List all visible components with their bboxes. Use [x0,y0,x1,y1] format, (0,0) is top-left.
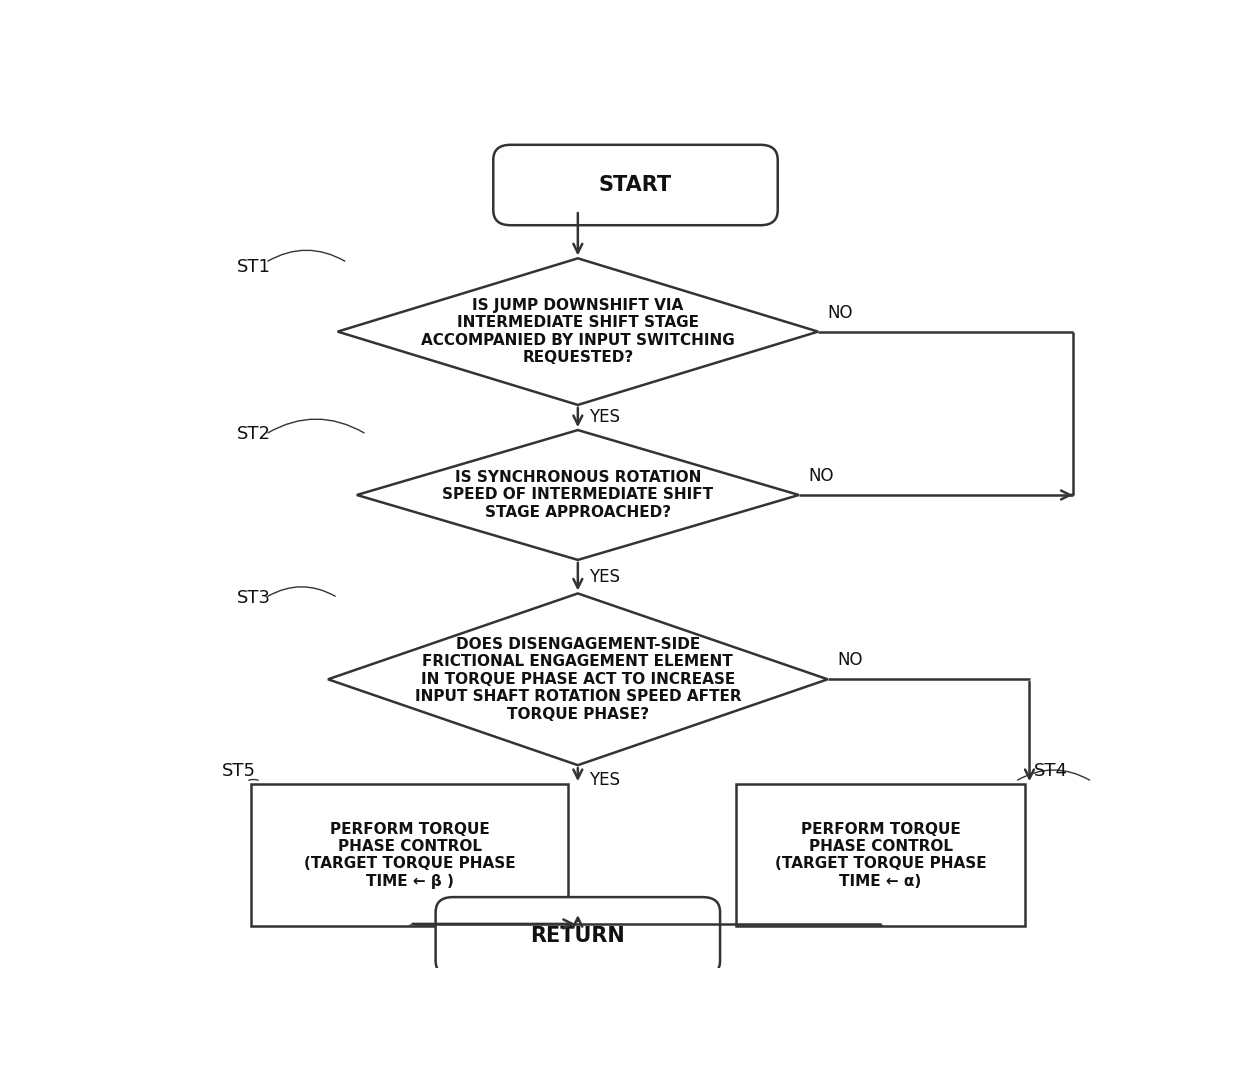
Bar [737,784,1024,927]
Polygon shape [337,258,818,405]
Text: NO: NO [828,304,853,322]
Text: ST1: ST1 [237,258,270,275]
Text: YES: YES [589,771,620,789]
Text: DOES DISENGAGEMENT-SIDE
FRICTIONAL ENGAGEMENT ELEMENT
IN TORQUE PHASE ACT TO INC: DOES DISENGAGEMENT-SIDE FRICTIONAL ENGAG… [414,636,742,721]
Text: NO: NO [808,467,835,485]
Text: NO: NO [837,652,863,669]
Text: IS SYNCHRONOUS ROTATION
SPEED OF INTERMEDIATE SHIFT
STAGE APPROACHED?: IS SYNCHRONOUS ROTATION SPEED OF INTERME… [443,470,713,520]
Text: ST4: ST4 [1034,762,1069,780]
Text: YES: YES [589,568,620,585]
Text: RETURN: RETURN [531,927,625,947]
Text: ST5: ST5 [222,762,257,780]
Bar [250,784,568,927]
Text: ST3: ST3 [237,589,270,607]
Polygon shape [327,593,828,765]
Text: IS JUMP DOWNSHIFT VIA
INTERMEDIATE SHIFT STAGE
ACCOMPANIED BY INPUT SWITCHING
RE: IS JUMP DOWNSHIFT VIA INTERMEDIATE SHIFT… [420,298,735,366]
FancyBboxPatch shape [494,145,777,225]
Text: ST2: ST2 [237,425,270,443]
Text: PERFORM TORQUE
PHASE CONTROL
(TARGET TORQUE PHASE
TIME ← α): PERFORM TORQUE PHASE CONTROL (TARGET TOR… [775,821,986,889]
Text: START: START [599,175,672,195]
FancyBboxPatch shape [435,898,720,976]
Text: PERFORM TORQUE
PHASE CONTROL
(TARGET TORQUE PHASE
TIME ← β ): PERFORM TORQUE PHASE CONTROL (TARGET TOR… [304,821,516,889]
Polygon shape [357,430,799,560]
Text: YES: YES [589,408,620,426]
